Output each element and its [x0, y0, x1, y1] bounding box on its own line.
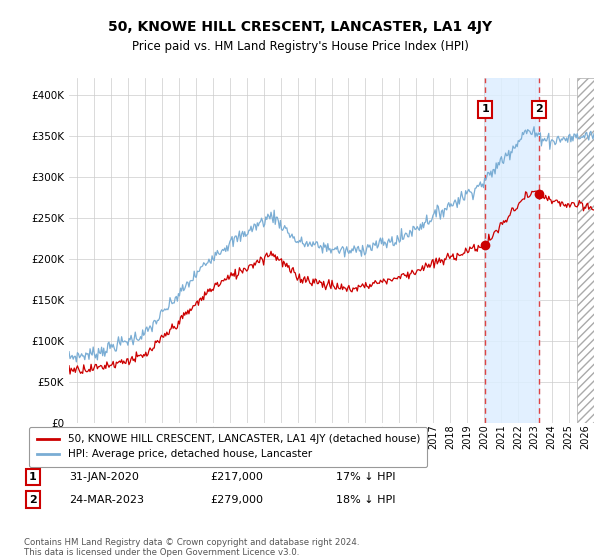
- Text: 17% ↓ HPI: 17% ↓ HPI: [336, 472, 395, 482]
- Text: Price paid vs. HM Land Registry's House Price Index (HPI): Price paid vs. HM Land Registry's House …: [131, 40, 469, 53]
- Text: £279,000: £279,000: [210, 494, 263, 505]
- Text: Contains HM Land Registry data © Crown copyright and database right 2024.
This d: Contains HM Land Registry data © Crown c…: [24, 538, 359, 557]
- Text: 2: 2: [535, 104, 542, 114]
- Text: 1: 1: [481, 104, 489, 114]
- Legend: 50, KNOWE HILL CRESCENT, LANCASTER, LA1 4JY (detached house), HPI: Average price: 50, KNOWE HILL CRESCENT, LANCASTER, LA1 …: [29, 427, 427, 466]
- Text: 18% ↓ HPI: 18% ↓ HPI: [336, 494, 395, 505]
- Text: 1: 1: [29, 472, 37, 482]
- Text: £217,000: £217,000: [210, 472, 263, 482]
- Bar: [577, 78, 594, 423]
- Bar: [485, 78, 539, 423]
- Text: 24-MAR-2023: 24-MAR-2023: [69, 494, 144, 505]
- Text: 50, KNOWE HILL CRESCENT, LANCASTER, LA1 4JY: 50, KNOWE HILL CRESCENT, LANCASTER, LA1 …: [108, 20, 492, 34]
- Bar: [577, 78, 594, 423]
- Text: 2: 2: [29, 494, 37, 505]
- Text: 31-JAN-2020: 31-JAN-2020: [69, 472, 139, 482]
